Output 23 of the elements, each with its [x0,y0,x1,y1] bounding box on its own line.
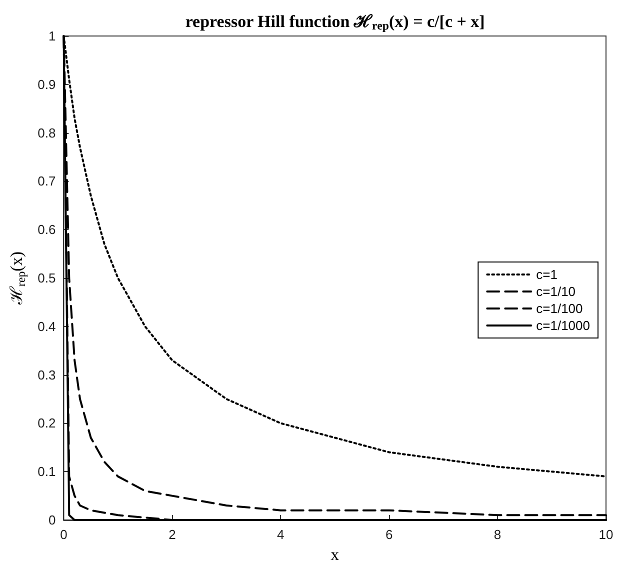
y-axis-title: ℋrep(x) [7,251,28,306]
legend-label: c=1/1000 [536,318,590,333]
x-tick-label: 6 [385,527,393,542]
y-tick-label: 0.6 [38,222,56,238]
legend-label: c=1/100 [536,301,583,316]
y-tick-label: 1 [48,28,56,44]
y-tick-label: 0.4 [38,318,56,334]
y-tick-label: 0.3 [38,367,56,382]
x-tick-label: 8 [494,527,502,542]
y-tick-label: 0.5 [38,270,56,286]
legend-label: c=1/10 [536,284,576,299]
y-tick-label: 0.2 [38,416,56,431]
legend-label: c=1 [536,267,558,282]
y-tick-label: 0.7 [38,174,56,189]
y-tick-label: 0.9 [38,76,56,92]
x-tick-label: 4 [277,527,284,542]
x-tick-label: 2 [168,527,176,542]
y-tick-label: 0.1 [38,464,56,480]
x-tick-label: 0 [60,527,68,542]
x-tick-label: 10 [598,527,614,542]
y-tick-label: 0.8 [38,125,56,140]
x-axis-title: x [330,545,340,564]
y-tick-label: 0 [48,512,56,528]
